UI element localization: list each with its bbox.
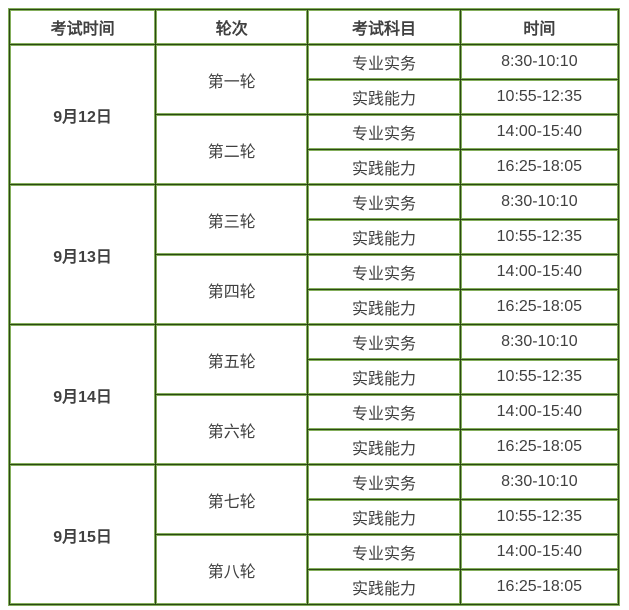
time-cell: 16:25-18:05 — [460, 150, 618, 184]
round-cell: 第七轮 — [156, 465, 308, 534]
subject-cell: 实践能力 — [308, 430, 460, 464]
time-cell: 8:30-10:10 — [460, 465, 618, 499]
subject-cell: 专业实务 — [308, 45, 460, 79]
table-row: 第八轮 专业实务 14:00-15:40 — [10, 535, 618, 604]
table-row: 第四轮 专业实务 14:00-15:40 — [10, 255, 618, 324]
table-row: 实践能力 16:25-18:05 — [10, 150, 618, 184]
subject-cell: 专业实务 — [308, 535, 460, 569]
table-row: 9月13日 第三轮 专业实务 8:30-10:10 — [10, 185, 618, 324]
table-row: 实践能力 10:55-12:35 — [10, 500, 618, 534]
table-row: 实践能力 10:55-12:35 — [10, 360, 618, 394]
subject-cell: 专业实务 — [308, 185, 460, 219]
table-row: 实践能力 10:55-12:35 — [10, 80, 618, 114]
subject-cell: 实践能力 — [308, 570, 460, 604]
subject-cell: 实践能力 — [308, 500, 460, 534]
time-cell: 14:00-15:40 — [460, 395, 618, 429]
round-cell: 第一轮 — [156, 45, 308, 114]
header-exam-date: 考试时间 — [10, 10, 156, 44]
subject-cell: 专业实务 — [308, 395, 460, 429]
subject-cell: 实践能力 — [308, 150, 460, 184]
subject-cell: 专业实务 — [308, 115, 460, 149]
time-cell: 16:25-18:05 — [460, 430, 618, 464]
table-row: 9月15日 第七轮 专业实务 8:30-10:10 — [10, 465, 618, 604]
time-cell: 14:00-15:40 — [460, 535, 618, 569]
table-row: 第六轮 专业实务 14:00-15:40 — [10, 395, 618, 464]
header-row: 考试时间 轮次 考试科目 时间 — [10, 10, 618, 44]
time-cell: 16:25-18:05 — [460, 570, 618, 604]
time-cell: 8:30-10:10 — [460, 185, 618, 219]
table-row: 9月12日 第一轮 专业实务 8:30-10:10 — [10, 45, 618, 184]
time-cell: 10:55-12:35 — [460, 220, 618, 254]
table-row: 第二轮 专业实务 14:00-15:40 — [10, 115, 618, 184]
exam-schedule-table: 考试时间 轮次 考试科目 时间 9月12日 第一轮 专业实务 8:30-10:1… — [8, 8, 620, 606]
table-row: 实践能力 10:55-12:35 — [10, 220, 618, 254]
subject-cell: 专业实务 — [308, 465, 460, 499]
round-cell: 第三轮 — [156, 185, 308, 254]
subject-cell: 实践能力 — [308, 80, 460, 114]
date-cell: 9月13日 — [10, 185, 156, 324]
round-cell: 第五轮 — [156, 325, 308, 394]
round-cell: 第八轮 — [156, 535, 308, 604]
table-row: 实践能力 16:25-18:05 — [10, 290, 618, 324]
date-cell: 9月12日 — [10, 45, 156, 184]
header-time: 时间 — [460, 10, 618, 44]
time-cell: 10:55-12:35 — [460, 80, 618, 114]
date-cell: 9月15日 — [10, 465, 156, 604]
round-cell: 第二轮 — [156, 115, 308, 184]
time-cell: 16:25-18:05 — [460, 290, 618, 324]
time-cell: 14:00-15:40 — [460, 115, 618, 149]
time-cell: 8:30-10:10 — [460, 325, 618, 359]
header-subject: 考试科目 — [308, 10, 460, 44]
subject-cell: 专业实务 — [308, 255, 460, 289]
time-cell: 10:55-12:35 — [460, 360, 618, 394]
round-cell: 第四轮 — [156, 255, 308, 324]
table-row: 实践能力 16:25-18:05 — [10, 570, 618, 604]
subject-cell: 实践能力 — [308, 290, 460, 324]
subject-cell: 专业实务 — [308, 325, 460, 359]
time-cell: 14:00-15:40 — [460, 255, 618, 289]
header-round: 轮次 — [156, 10, 308, 44]
table-row: 实践能力 16:25-18:05 — [10, 430, 618, 464]
table-row: 9月14日 第五轮 专业实务 8:30-10:10 — [10, 325, 618, 464]
round-cell: 第六轮 — [156, 395, 308, 464]
time-cell: 8:30-10:10 — [460, 45, 618, 79]
subject-cell: 实践能力 — [308, 360, 460, 394]
time-cell: 10:55-12:35 — [460, 500, 618, 534]
subject-cell: 实践能力 — [308, 220, 460, 254]
date-cell: 9月14日 — [10, 325, 156, 464]
